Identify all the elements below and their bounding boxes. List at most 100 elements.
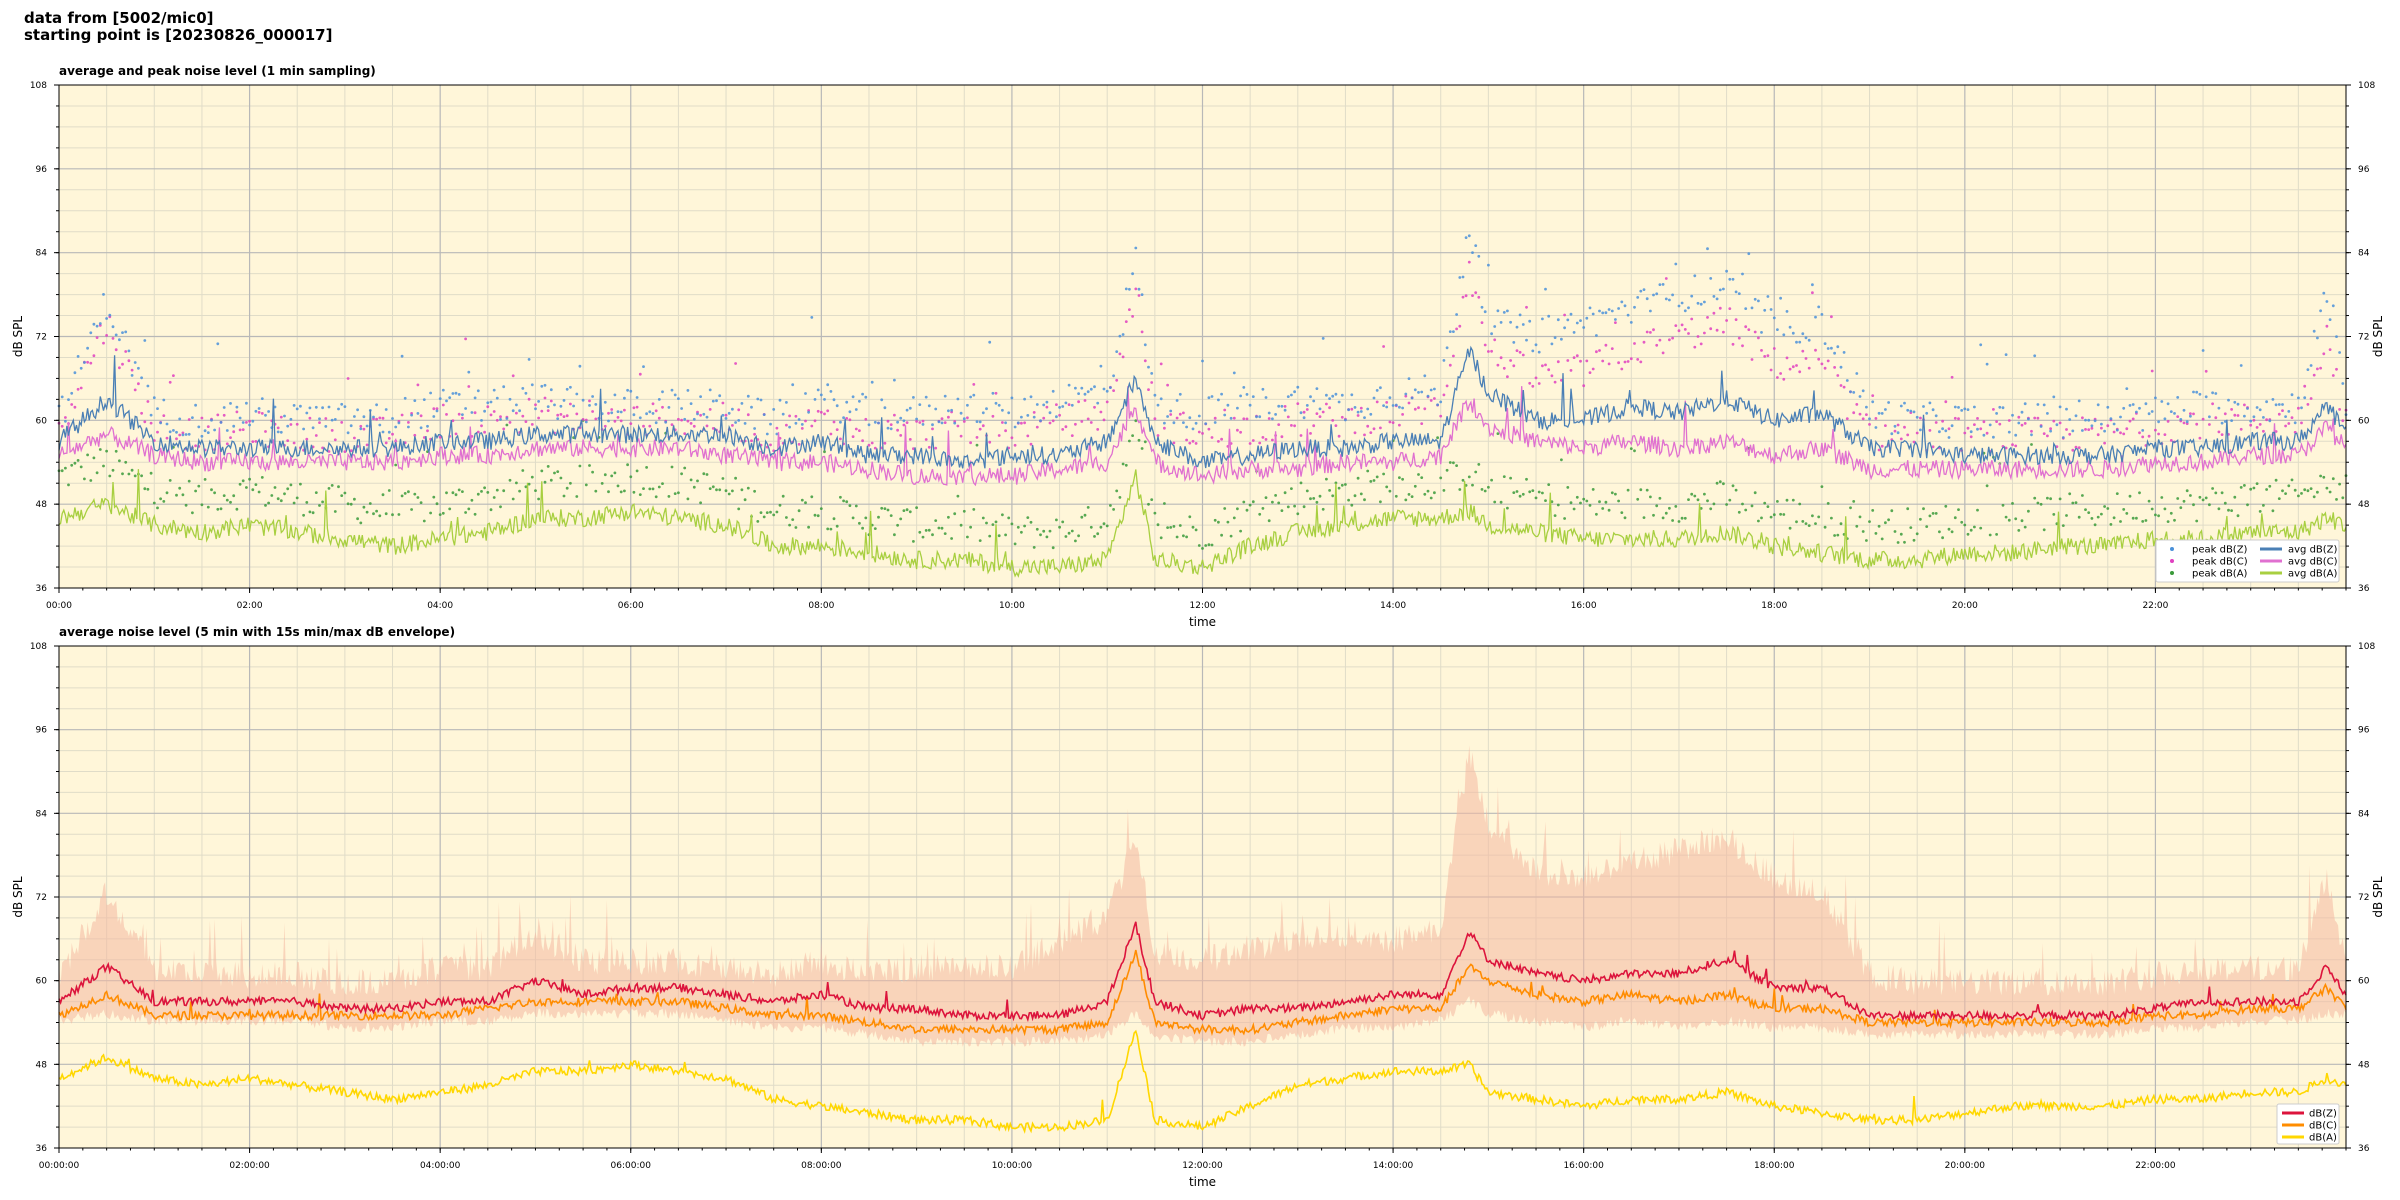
peak-a-point [2007,518,2011,522]
peak-a-point [165,491,169,495]
peak-a-point [705,473,709,476]
peak-z-point [1988,423,1992,427]
peak-z-point [740,402,744,405]
peak-z-point [1417,391,1420,394]
peak-a-point [1474,470,1478,474]
peak-a-point [1791,498,1795,502]
peak-c-point [295,422,299,426]
peak-z-point [638,416,642,420]
peak-z-point [1325,393,1328,397]
peak-z-point [286,424,290,428]
peak-c-point [1928,429,1932,432]
peak-c-point [1617,361,1620,365]
peak-z-point [206,431,210,434]
peak-a-point [772,513,776,517]
peak-z-point [1496,309,1500,313]
peak-c-point [1391,421,1395,424]
peak-c-point [686,419,690,423]
data-source-text: data from [5002/mic0] [24,9,214,27]
peak-z-point [1877,411,1881,415]
peak-z-point [111,325,115,329]
peak-c-point [495,418,499,422]
peak-z-point [1909,409,1913,413]
peak-z-point [1731,277,1735,281]
peak-z-point [908,406,912,410]
peak-z-point [534,407,537,411]
peak-a-point [2284,492,2288,495]
peak-c-point [321,446,324,450]
y-tick-label-right: 60 [2358,977,2370,987]
peak-a-point [118,459,121,463]
peak-a-point [1925,525,1929,528]
peak-z-point [2030,433,2033,437]
peak-a-point [880,506,884,510]
peak-c-point [1112,389,1115,392]
peak-z-point [708,388,712,392]
peak-z-point [1363,416,1366,419]
peak-z-point [314,405,318,409]
peak-a-point [1655,504,1659,508]
peak-a-point [146,487,150,491]
peak-z-point [2322,291,2326,295]
peak-c-point [921,419,925,423]
peak-a-point [1579,501,1582,505]
peak-z-point [79,366,83,370]
peak-z-point [804,392,807,395]
peak-c-point [959,434,963,438]
peak-z-point [1925,411,1929,415]
peak-a-point [1509,476,1512,480]
peak-c-point [1099,410,1103,414]
peak-z-point [1487,263,1490,267]
peak-a-point [203,478,207,481]
peak-z-point [1070,403,1074,407]
peak-c-point [753,432,756,436]
peak-c-point [1318,415,1322,418]
peak-c-point [1880,444,1884,448]
peak-a-point [273,486,277,489]
peak-z-point [677,397,680,400]
peak-z-point [1385,405,1389,409]
peak-c-point [851,435,855,438]
peak-a-point [340,494,344,497]
peak-c-point [2128,419,2132,423]
peak-z-point [1760,331,1763,334]
peak-c-point [1201,432,1204,435]
peak-z-point [1372,396,1376,400]
peak-z-point [1048,411,1052,415]
peak-a-point [1147,502,1150,506]
peak-z-point [1143,343,1147,347]
peak-c-point [146,400,150,403]
peak-a-point [279,499,283,503]
peak-c-point [1401,413,1404,416]
peak-a-point [527,482,531,486]
peak-z-point [1296,385,1300,389]
peak-z-point [375,403,378,407]
peak-z-point [2084,418,2087,422]
peak-c-point [1976,417,1979,420]
peak-a-point [2163,507,2167,511]
peak-z-point [1982,433,1986,437]
peak-z-point [2042,403,2046,407]
peak-z-point [2239,364,2243,367]
peak-z-point [1099,364,1103,368]
peak-c-point [940,417,944,420]
peak-z-point [899,416,903,420]
peak-c-point [1372,427,1376,431]
peak-z-point [1379,386,1382,390]
peak-z-point [1140,293,1144,296]
peak-a-point [1938,530,1941,534]
peak-z-point [1382,404,1385,407]
peak-c-point [2077,446,2081,450]
peak-c-point [972,383,976,386]
peak-z-point [1712,295,1716,298]
peak-z-point [556,417,560,420]
peak-z-point [1197,414,1201,418]
peak-a-point [908,510,912,514]
peak-a-point [1830,516,1833,520]
peak-a-point [467,507,471,511]
peak-a-point [2192,503,2195,507]
peak-c-point [2125,427,2129,431]
peak-z-point [1131,272,1134,276]
peak-c-point [1096,428,1100,431]
peak-z-point [1344,418,1347,422]
